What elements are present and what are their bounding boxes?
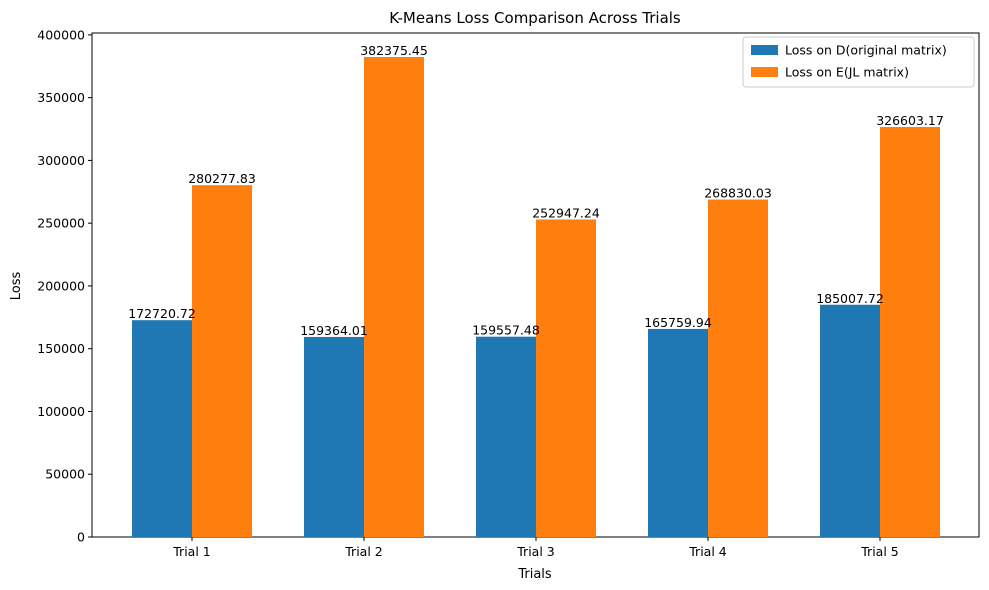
legend-label-2: Loss on E(JL matrix): [785, 65, 909, 80]
y-tick-label-2: 100000: [37, 404, 85, 419]
bar-original-4: [648, 328, 708, 537]
y-tick-label-4: 200000: [37, 278, 85, 293]
bars: [132, 56, 940, 538]
x-axis: Trial 1 Trial 2 Trial 3 Trial 4 Trial 5: [172, 537, 899, 559]
bar-jl-5: [880, 127, 940, 537]
data-label-original-2: 159364.01: [300, 323, 368, 338]
legend-swatch-2: [751, 67, 778, 77]
legend-swatch-1: [751, 45, 778, 55]
data-label-original-4: 165759.94: [644, 315, 712, 330]
x-axis-label: Trials: [517, 567, 552, 582]
data-label-original-1: 172720.72: [128, 306, 196, 321]
bar-original-1: [132, 320, 192, 537]
x-tick-label-1: Trial 1: [172, 544, 210, 559]
bar-original-2: [304, 336, 364, 537]
bar-original-3: [476, 336, 536, 537]
bar-jl-4: [708, 199, 768, 537]
data-label-original-5: 185007.72: [816, 291, 884, 306]
data-label-jl-1: 280277.83: [188, 171, 256, 186]
data-label-jl-5: 326603.17: [876, 113, 944, 128]
y-axis: 0 50000 100000 150000 200000 250000 300000 3500…: [37, 27, 92, 545]
legend-frame: [742, 36, 975, 88]
y-tick-label-5: 250000: [37, 216, 85, 231]
y-tick-label-3: 150000: [37, 341, 85, 356]
y-tick-label-6: 300000: [37, 153, 85, 168]
bar-jl-3: [536, 219, 596, 537]
legend-label-1: Loss on D(original matrix): [785, 43, 947, 58]
bar-original-5: [820, 304, 880, 537]
x-tick-label-4: Trial 4: [688, 544, 727, 559]
legend: Loss on D(original matrix) Loss on E(JL m…: [742, 36, 975, 88]
y-tick-label-8: 400000: [37, 27, 85, 42]
bar-jl-2: [364, 56, 424, 538]
y-tick-label-1: 50000: [45, 467, 85, 482]
bar-jl-1: [192, 185, 252, 537]
x-tick-label-3: Trial 3: [516, 544, 554, 559]
data-label-jl-3: 252947.24: [532, 205, 600, 220]
y-axis-label: Loss: [9, 272, 24, 301]
chart-title: K-Means Loss Comparison Across Trials: [389, 9, 681, 27]
data-label-jl-4: 268830.03: [704, 186, 772, 201]
x-tick-label-2: Trial 2: [344, 544, 382, 559]
data-label-original-3: 159557.48: [472, 323, 540, 338]
x-tick-label-5: Trial 5: [860, 544, 898, 559]
y-tick-label-0: 0: [77, 530, 85, 545]
bar-labels: 172720.72 159364.01 159557.48 165759.94 1850…: [128, 43, 944, 338]
y-tick-label-7: 350000: [37, 90, 85, 105]
data-label-jl-2: 382375.45: [360, 43, 428, 58]
